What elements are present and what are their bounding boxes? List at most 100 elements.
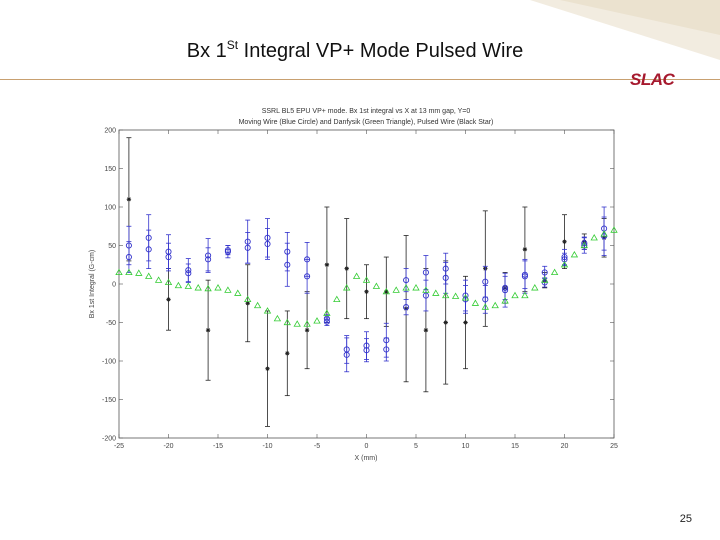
y-tick-label: 200 [104, 128, 116, 135]
moving-wire-point [363, 347, 370, 354]
y-tick-label: 100 [104, 205, 116, 212]
moving-wire-point [224, 247, 231, 254]
data-series [115, 137, 618, 427]
danfysik-point [442, 291, 450, 299]
danfysik-point [174, 281, 183, 289]
pulsed-wire-point [166, 297, 171, 302]
pulsed-wire-point [304, 328, 310, 333]
pulsed-wire-point [245, 301, 250, 306]
pulsed-wire-point [265, 366, 270, 371]
danfysik-point [402, 284, 410, 291]
pulsed-wire-point [423, 328, 429, 333]
slide-title: Bx 1St Integral VP+ Mode Pulsed Wire [0, 38, 710, 63]
danfysik-point [382, 287, 390, 295]
moving-wire-point [422, 269, 429, 276]
danfysik-point [471, 299, 480, 306]
danfysik-point [184, 282, 192, 289]
danfysik-point [362, 276, 371, 283]
x-tick-label: 20 [561, 443, 569, 450]
pulsed-wire-point [126, 197, 132, 202]
danfysik-point [145, 272, 153, 279]
series-circle [125, 206, 608, 373]
danfysik-point [511, 291, 519, 299]
danfysik-point [531, 284, 539, 291]
moving-wire-point [125, 253, 132, 261]
x-tick-label: 0 [365, 443, 369, 450]
moving-wire-point [482, 278, 489, 285]
x-tick-label: -15 [213, 443, 223, 450]
y-tick-label: -50 [106, 320, 116, 327]
danfysik-point [204, 284, 212, 292]
danfysik-point [293, 320, 301, 327]
pulsed-wire-point [384, 289, 389, 294]
danfysik-point [253, 301, 262, 309]
danfysik-point [461, 294, 470, 301]
x-tick-label: 15 [511, 443, 519, 450]
danfysik-point [491, 301, 499, 309]
danfysik-point [580, 241, 588, 249]
moving-wire-point [581, 240, 588, 247]
pulsed-wire-point [324, 262, 330, 267]
danfysik-point [125, 268, 133, 276]
danfysik-point [550, 268, 559, 276]
pulsed-wire-point [344, 266, 349, 271]
y-axis-label: Bx 1st Integral (G-cm) [89, 250, 96, 318]
x-tick-label: -25 [114, 443, 124, 450]
danfysik-point [234, 289, 242, 296]
moving-wire-point [304, 273, 311, 280]
danfysik-point [481, 303, 489, 310]
moving-wire-point [264, 240, 271, 248]
danfysik-point [194, 284, 202, 291]
moving-wire-point [284, 261, 291, 268]
danfysik-point [115, 268, 123, 276]
danfysik-point [600, 230, 608, 237]
y-tick-label: -150 [102, 397, 116, 404]
danfysik-point [392, 286, 400, 293]
danfysik-point [352, 272, 361, 279]
danfysik-point [244, 295, 252, 303]
x-tick-label: 25 [610, 443, 618, 450]
pulsed-wire-point [562, 239, 567, 244]
danfysik-point [501, 297, 509, 304]
danfysik-point [590, 233, 598, 241]
x-tick-label: 10 [462, 443, 470, 450]
moving-wire-point [482, 296, 489, 303]
page-number: 25 [679, 513, 692, 525]
danfysik-point [432, 289, 440, 296]
x-tick-label: -5 [314, 443, 320, 450]
slide-title-main: Bx 1 [186, 40, 227, 62]
y-tick-label: 0 [112, 282, 116, 289]
pulsed-wire-point [364, 289, 369, 294]
moving-wire-point [521, 271, 528, 278]
moving-wire-point [442, 274, 449, 281]
pulsed-wire-point [522, 247, 528, 252]
x-tick-label: 5 [414, 443, 418, 450]
slac-logo: SLAC [630, 70, 675, 89]
y-tick-label: 50 [108, 243, 116, 250]
danfysik-point [224, 286, 232, 293]
danfysik-point [570, 250, 579, 258]
chart-title: SSRL BL5 EPU VP+ mode. Bx 1st integral v… [262, 108, 471, 115]
pulsed-wire-point [285, 351, 290, 356]
moving-wire-point [403, 277, 410, 284]
pulsed-wire-point [443, 320, 448, 325]
danfysik-point [333, 295, 341, 303]
danfysik-point [323, 309, 331, 316]
moving-wire-point [145, 246, 152, 253]
title-divider [0, 79, 720, 80]
moving-wire-point [244, 244, 251, 251]
y-tick-label: -100 [102, 359, 116, 366]
danfysik-point [303, 320, 311, 327]
moving-wire-point [383, 346, 390, 353]
danfysik-point [283, 318, 291, 326]
danfysik-point [451, 292, 460, 299]
danfysik-point [263, 307, 272, 314]
danfysik-point [273, 314, 282, 322]
moving-wire-point [422, 292, 429, 299]
danfysik-point [164, 278, 173, 286]
moving-wire-point [185, 270, 192, 277]
danfysik-point [610, 226, 618, 233]
danfysik-point [560, 260, 569, 268]
y-tick-label: -200 [102, 436, 116, 443]
